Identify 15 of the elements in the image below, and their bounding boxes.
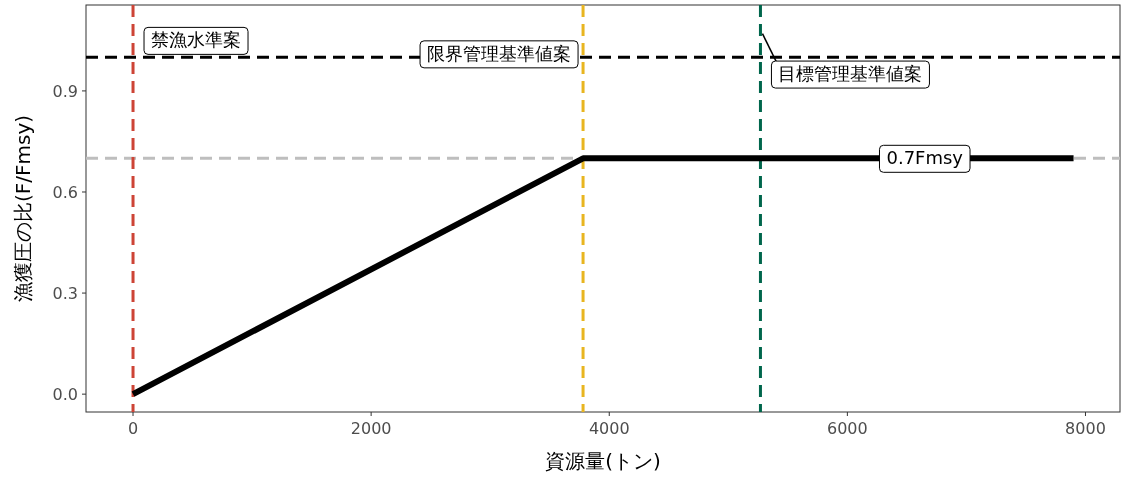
- y-axis-title: 漁獲圧の比(F/Fmsy): [11, 114, 35, 303]
- x-tick-label: 6000: [827, 419, 868, 438]
- annotation: 0.7Fmsy: [886, 147, 964, 169]
- y-tick-label: 0.3: [52, 284, 78, 304]
- y-tick-label: 0.9: [52, 81, 78, 101]
- x-axis-title: 資源量(トン): [545, 449, 661, 473]
- x-tick-label: 4000: [588, 419, 630, 438]
- y-tick-label: 0.6: [52, 182, 78, 202]
- x-tick-label: 8000: [1065, 419, 1106, 438]
- x-tick-label: 2000: [350, 419, 392, 438]
- x-tick-label: 0: [127, 419, 139, 438]
- ref-line-label: 限界管理基準値案: [427, 42, 572, 64]
- y-tick-label: 0.0: [52, 385, 78, 405]
- ref-line-label: 目標管理基準値案: [778, 63, 923, 85]
- ref-line-label: 禁漁水準案: [151, 29, 242, 51]
